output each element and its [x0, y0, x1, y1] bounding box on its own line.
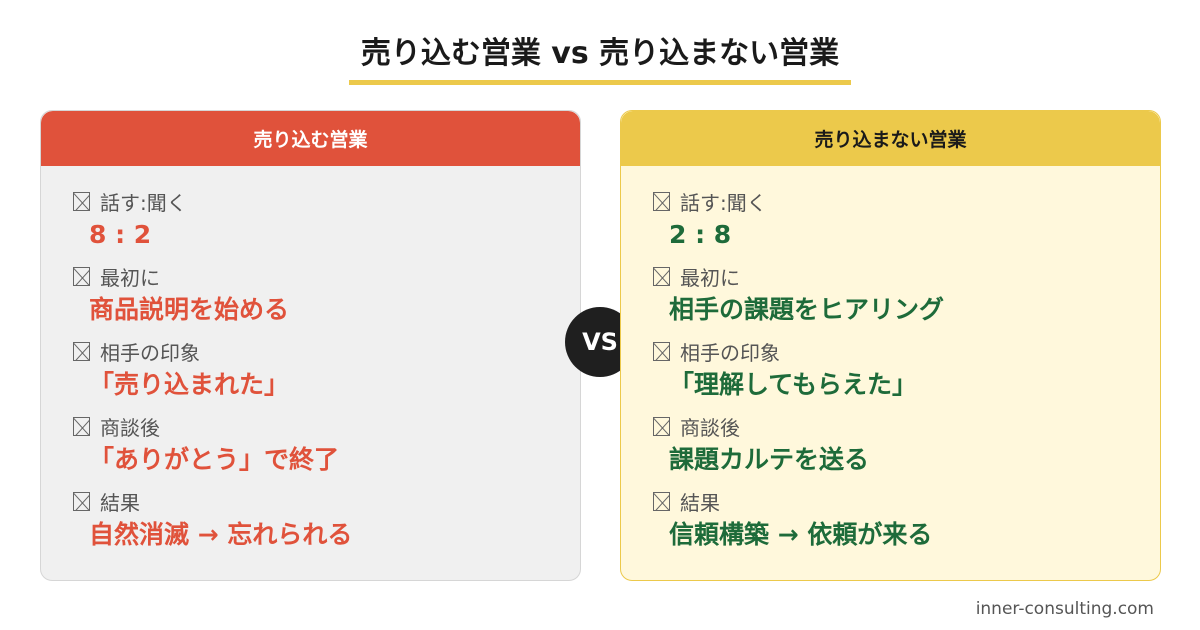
checkbox-icon [73, 266, 90, 286]
soft-sell-card: 売り込まない営業 話す:聞く 2 : 8 最初に相手の課題をヒアリング相手の印象「理… [620, 110, 1161, 581]
list-item: 商談後「ありがとう」で終了 [73, 411, 580, 486]
item-label: 相手の印象 [100, 340, 200, 365]
checkbox-icon [73, 416, 90, 436]
item-label: 結果 [100, 490, 140, 515]
item-label-row: 最初に [73, 261, 580, 291]
checkbox-icon [73, 191, 90, 211]
checkbox-icon [653, 416, 670, 436]
checkbox-icon [653, 266, 670, 286]
list-item: 結果信頼構築 → 依頼が来る [653, 486, 1160, 561]
item-label: 商談後 [680, 415, 740, 440]
item-label-row: 相手の印象 [73, 336, 580, 366]
item-label: 相手の印象 [680, 340, 780, 365]
item-value: 8 : 2 [89, 220, 152, 249]
item-value: 信頼構築 → 依頼が来る [669, 520, 933, 549]
item-value: 「売り込まれた」 [89, 370, 290, 399]
item-label-row: 結果 [73, 486, 580, 516]
card-header: 売り込む営業 [41, 111, 580, 166]
list-item: 話す:聞く 8 : 2 [73, 186, 580, 261]
item-value: 「理解してもらえた」 [669, 370, 918, 399]
item-list: 話す:聞く 2 : 8 最初に相手の課題をヒアリング相手の印象「理解してもらえた」商… [621, 166, 1160, 561]
item-label: 話す:聞く [100, 190, 187, 215]
item-value: 自然消滅 → 忘れられる [89, 520, 353, 549]
item-label: 結果 [680, 490, 720, 515]
page-title: 売り込む営業 vs 売り込まない営業 [360, 36, 840, 71]
site-url: inner-consulting.com [975, 599, 1154, 619]
checkbox-icon [653, 491, 670, 511]
list-item: 商談後課題カルテを送る [653, 411, 1160, 486]
checkbox-icon [653, 341, 670, 361]
checkbox-icon [653, 191, 670, 211]
list-item: 相手の印象「売り込まれた」 [73, 336, 580, 411]
item-label-row: 相手の印象 [653, 336, 1160, 366]
item-label-row: 話す:聞く [73, 186, 580, 216]
list-item: 最初に相手の課題をヒアリング [653, 261, 1160, 336]
list-item: 最初に商品説明を始める [73, 261, 580, 336]
item-value: 商品説明を始める [89, 295, 290, 324]
item-label-row: 商談後 [73, 411, 580, 441]
item-label-row: 商談後 [653, 411, 1160, 441]
item-label: 最初に [100, 265, 160, 290]
item-label-row: 話す:聞く [653, 186, 1160, 216]
checkbox-icon [73, 341, 90, 361]
item-value: 「ありがとう」で終了 [89, 445, 340, 474]
item-list: 話す:聞く 8 : 2 最初に商品説明を始める相手の印象「売り込まれた」商談後「あり… [41, 166, 580, 561]
list-item: 話す:聞く 2 : 8 [653, 186, 1160, 261]
item-value: 相手の課題をヒアリング [669, 295, 945, 324]
item-label: 最初に [680, 265, 740, 290]
item-label-row: 結果 [653, 486, 1160, 516]
title-underline [349, 80, 851, 85]
list-item: 結果自然消滅 → 忘れられる [73, 486, 580, 561]
card-header: 売り込まない営業 [621, 111, 1160, 166]
item-label: 商談後 [100, 415, 160, 440]
list-item: 相手の印象「理解してもらえた」 [653, 336, 1160, 411]
checkbox-icon [73, 491, 90, 511]
item-label-row: 最初に [653, 261, 1160, 291]
item-value: 課題カルテを送る [669, 445, 870, 474]
item-label: 話す:聞く [680, 190, 767, 215]
item-value: 2 : 8 [669, 220, 732, 249]
hard-sell-card: 売り込む営業 話す:聞く 8 : 2 最初に商品説明を始める相手の印象「売り込まれた… [40, 110, 581, 581]
